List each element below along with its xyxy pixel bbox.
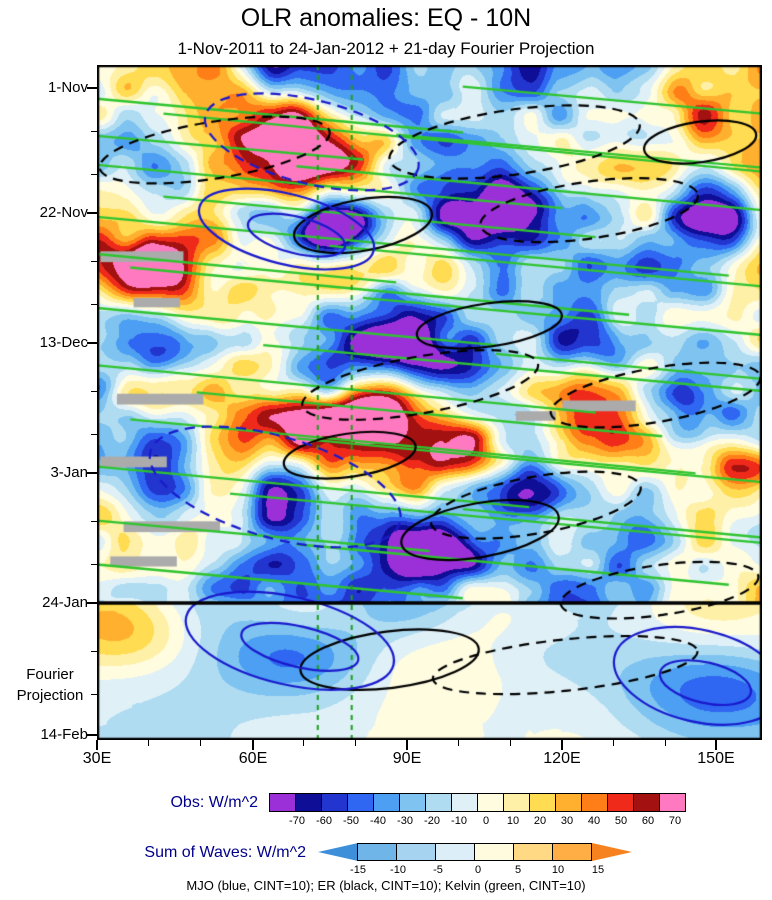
y-tick-label: 24-Jan: [42, 593, 88, 611]
x-minor-tick: [199, 740, 202, 746]
x-minor-tick: [457, 740, 460, 746]
y-major-tick: [87, 601, 97, 604]
obs-colorbar-tick: -60: [316, 815, 332, 827]
obs-colorbar-tick: 30: [560, 815, 574, 827]
obs-colorbar-box: [399, 793, 426, 812]
y-tick-label: 13-Dec: [39, 334, 88, 352]
x-major-tick: [406, 740, 409, 750]
waves-colorbar-box: [513, 843, 553, 861]
obs-colorbar-tick: 40: [587, 815, 601, 827]
waves-colorbar-tick: -5: [433, 864, 443, 876]
x-tick-label: 150E: [697, 750, 735, 767]
obs-colorbar-box: [425, 793, 452, 812]
waves-colorbar: [318, 843, 632, 861]
obs-colorbar-box: [555, 793, 582, 812]
waves-colorbar-box: [318, 843, 358, 861]
chart-subtitle: 1-Nov-2011 to 24-Jan-2012 + 21-day Fouri…: [177, 39, 595, 58]
obs-colorbar-box: [581, 793, 608, 812]
waves-colorbar-box: [552, 843, 592, 861]
obs-colorbar-tick: 0: [482, 815, 490, 827]
y-minor-tick: [91, 433, 97, 436]
fourier-projection-label: Fourier Projection: [16, 666, 84, 704]
obs-colorbar-tick: 20: [533, 815, 547, 827]
obs-colorbar-tick: -30: [397, 815, 413, 827]
y-major-tick: [87, 734, 97, 737]
obs-colorbar-box: [269, 793, 296, 812]
y-tick-label: 22-Nov: [39, 203, 88, 221]
x-major-tick: [252, 740, 254, 750]
x-tick-label: 120E: [543, 750, 581, 767]
y-minor-tick: [91, 563, 97, 566]
y-tick-label: 14-Feb: [40, 726, 88, 744]
waves-colorbar-tick: -10: [390, 864, 406, 876]
y-major-tick: [87, 471, 97, 474]
x-minor-tick: [302, 740, 305, 746]
waves-colorbar-tick: 15: [591, 864, 605, 876]
wave-legend-caption: MJO (blue, CINT=10); ER (black, CINT=10)…: [186, 878, 586, 893]
x-major-tick: [560, 740, 563, 750]
x-minor-tick: [147, 740, 150, 746]
y-major-tick: [87, 211, 97, 214]
y-tick-label: 1-Nov: [47, 78, 88, 96]
waves-colorbar-label: Sum of Waves: W/m^2: [144, 844, 306, 861]
x-minor-tick: [664, 740, 667, 746]
obs-colorbar-tick: 10: [506, 815, 520, 827]
y-major-tick: [87, 342, 97, 345]
obs-colorbar-tick: -50: [343, 815, 359, 827]
waves-colorbar-box: [357, 843, 397, 861]
x-tick-label: 90E: [392, 750, 422, 767]
obs-colorbar-tick: -20: [424, 815, 440, 827]
obs-colorbar-box: [529, 793, 556, 812]
y-minor-tick: [91, 693, 97, 696]
waves-colorbar-tick: -15: [350, 864, 366, 876]
x-tick-label: 30E: [82, 750, 112, 767]
obs-colorbar-box: [607, 793, 634, 812]
x-major-tick: [96, 740, 98, 750]
y-minor-tick: [91, 650, 97, 653]
waves-colorbar-box: [592, 843, 632, 861]
chart-title: OLR anomalies: EQ - 10N: [240, 4, 532, 32]
y-minor-tick: [91, 130, 97, 133]
obs-colorbar-box: [451, 793, 478, 812]
y-minor-tick: [91, 303, 97, 306]
waves-colorbar-tick: 10: [551, 864, 565, 876]
hovmoller-field-canvas: [97, 65, 762, 740]
y-minor-tick: [91, 520, 97, 523]
obs-colorbar-label: Obs: W/m^2: [170, 794, 258, 811]
waves-colorbar-box: [435, 843, 475, 861]
obs-colorbar-box: [477, 793, 504, 812]
y-minor-tick: [91, 390, 97, 393]
obs-colorbar-box: [503, 793, 530, 812]
waves-colorbar-box: [474, 843, 514, 861]
y-tick-label: 3-Jan: [50, 463, 88, 481]
obs-colorbar-tick: 50: [614, 815, 628, 827]
waves-colorbar-tick: 5: [514, 864, 522, 876]
y-minor-tick: [91, 173, 97, 176]
obs-colorbar-box: [321, 793, 348, 812]
obs-colorbar-box: [373, 793, 400, 812]
obs-colorbar-tick: -40: [370, 815, 386, 827]
x-minor-tick: [612, 740, 615, 746]
x-tick-label: 60E: [238, 750, 268, 767]
obs-colorbar-box: [347, 793, 374, 812]
obs-colorbar-box: [295, 793, 322, 812]
x-major-tick: [714, 740, 717, 750]
obs-colorbar-tick: 60: [641, 815, 655, 827]
obs-colorbar-tick: -70: [289, 815, 305, 827]
obs-colorbar-box: [659, 793, 686, 812]
obs-colorbar-tick: -10: [451, 815, 467, 827]
obs-colorbar-box: [633, 793, 660, 812]
obs-colorbar: [269, 793, 686, 812]
waves-colorbar-tick: 0: [474, 864, 482, 876]
waves-colorbar-box: [396, 843, 436, 861]
x-minor-tick: [509, 740, 512, 746]
obs-colorbar-tick: 70: [668, 815, 682, 827]
x-minor-tick: [354, 740, 357, 746]
y-major-tick: [87, 86, 97, 89]
y-minor-tick: [91, 260, 97, 263]
